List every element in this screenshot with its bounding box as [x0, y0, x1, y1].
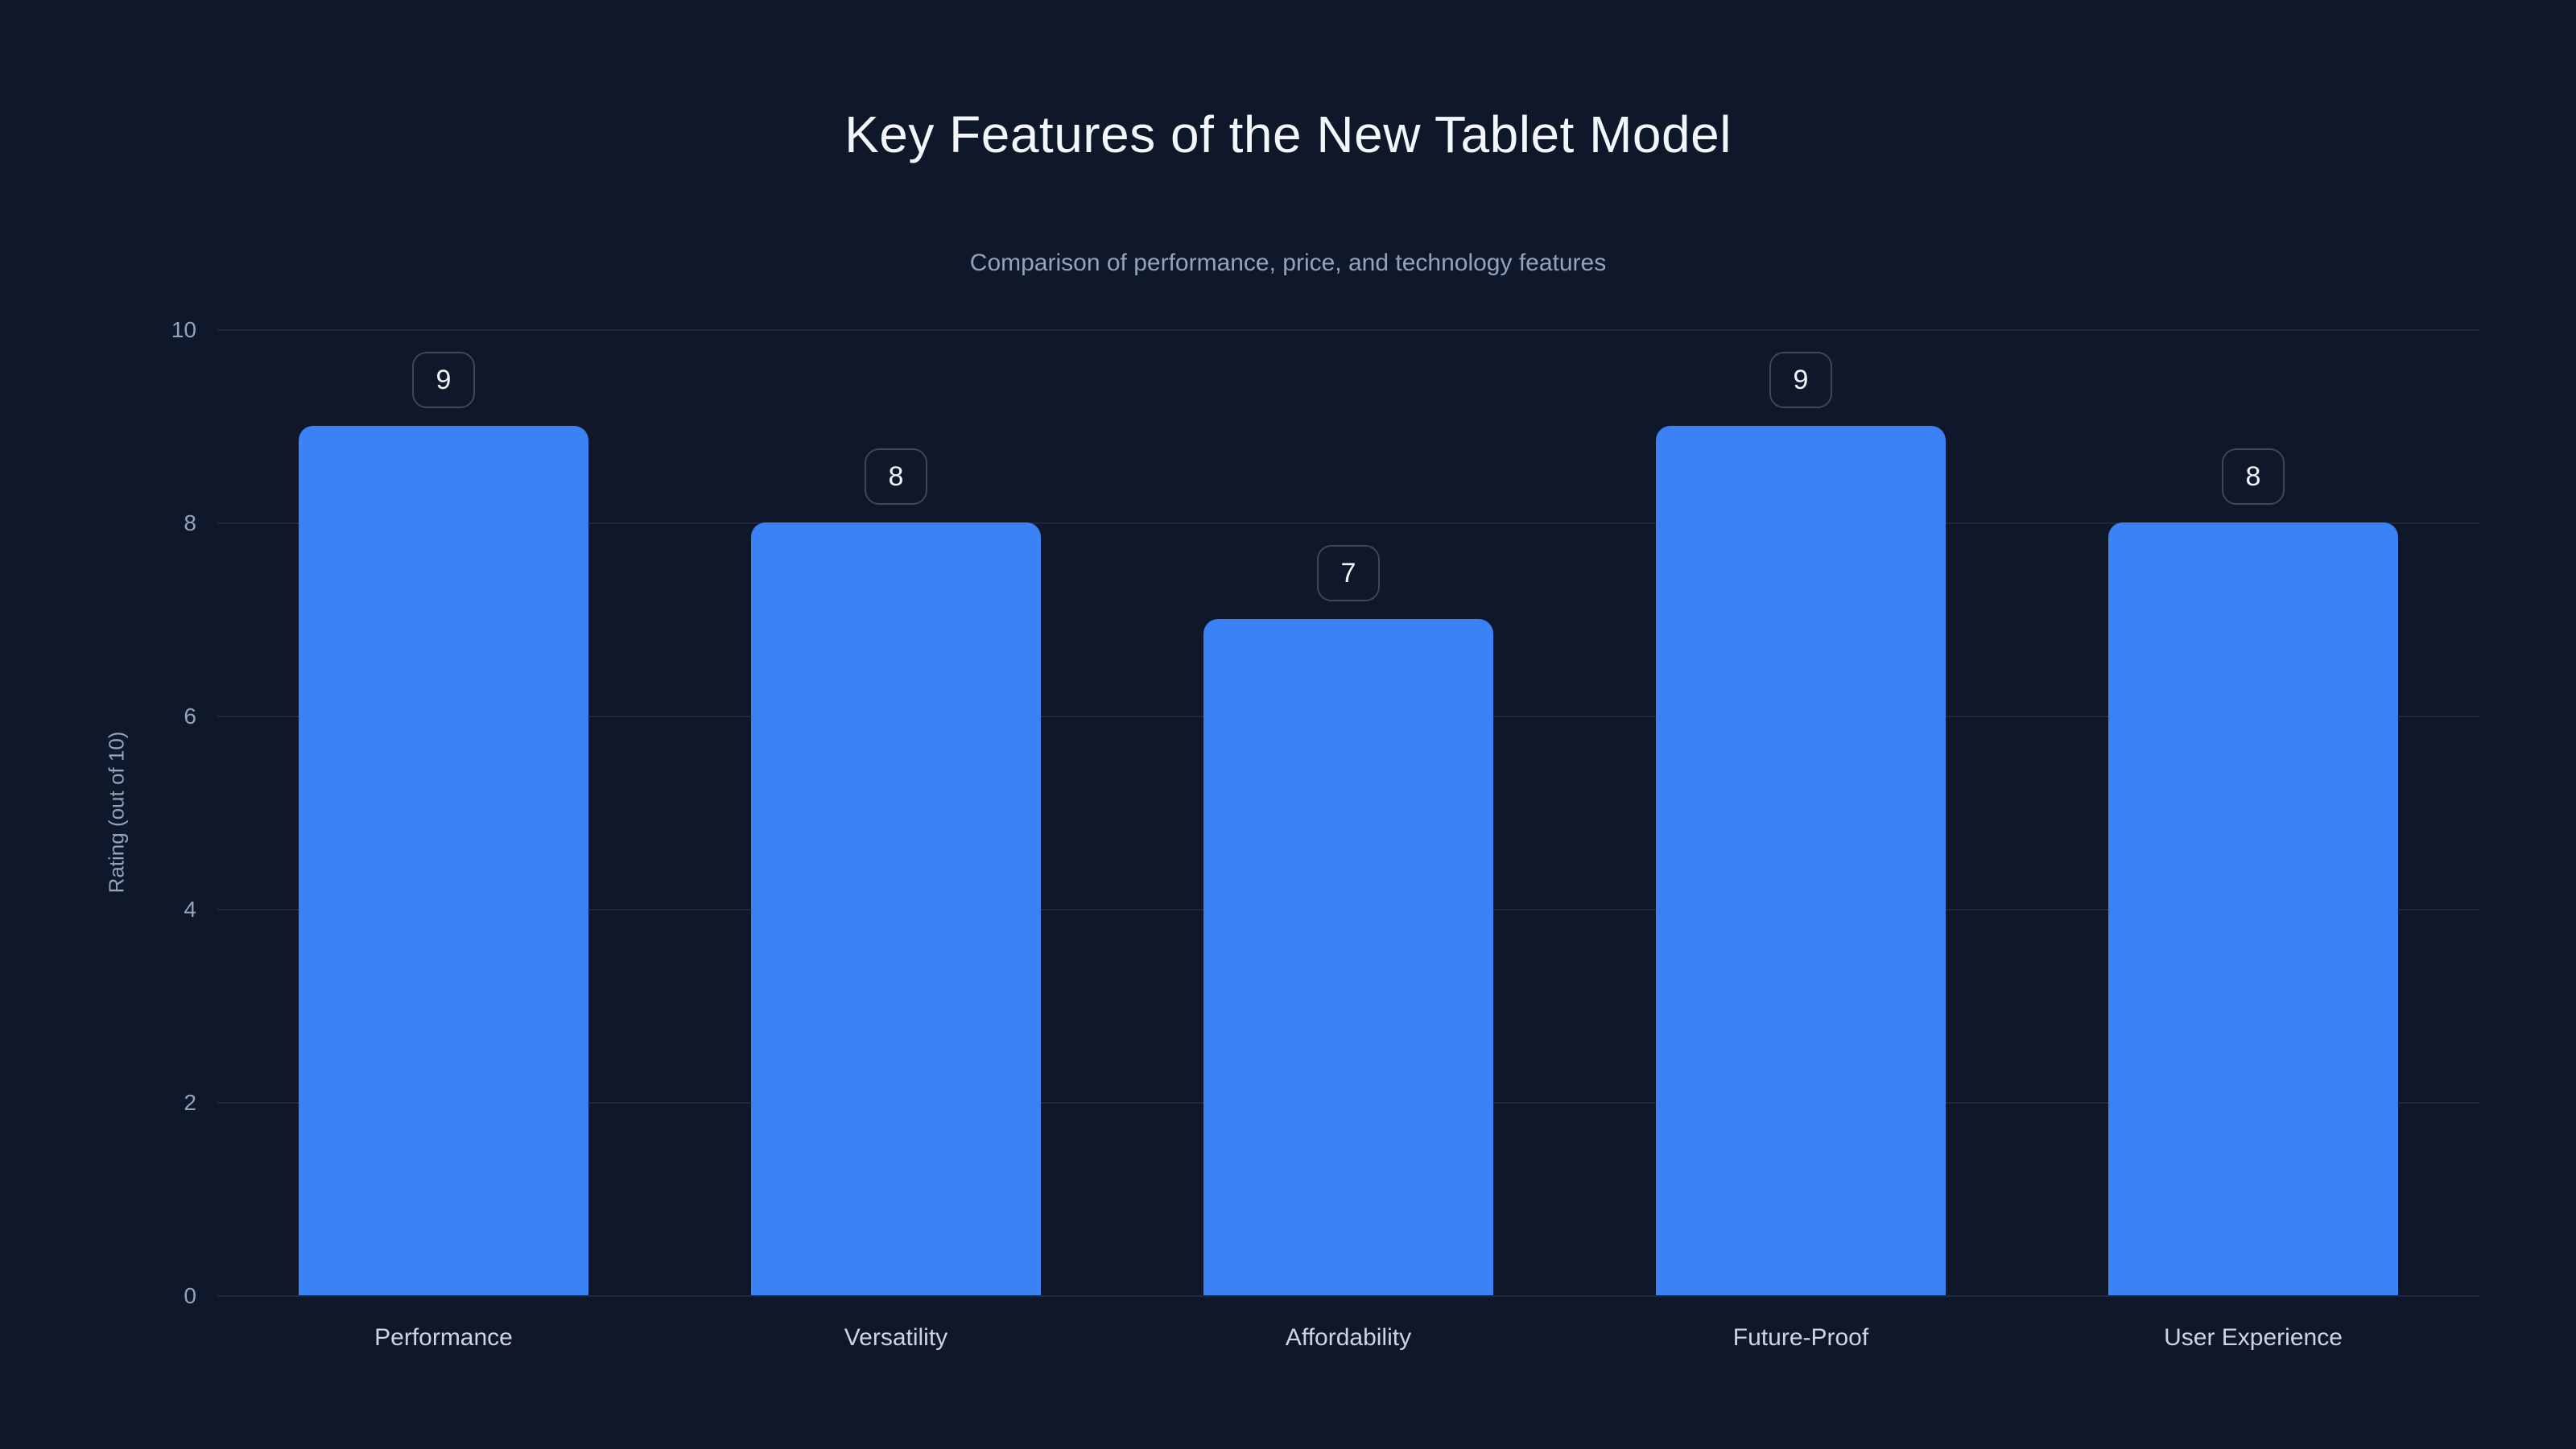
y-axis-title: Rating (out of 10): [104, 731, 129, 894]
gridline-y-0: [217, 1295, 2479, 1297]
bar-user-experience: [2108, 522, 2398, 1295]
y-tick-label-10: 10: [171, 317, 196, 342]
y-tick-label-0: 0: [184, 1283, 196, 1308]
bar-affordability: [1203, 619, 1493, 1295]
bar-performance: [299, 426, 588, 1295]
plot-area: 0 2 4 6 8 10 9 Performance 8 Versatility 7 Affordab…: [171, 317, 2479, 1351]
gridline-y-8: [217, 522, 2479, 524]
x-tick-label-future-proof: Future-Proof: [1732, 1324, 1869, 1351]
x-tick-label-affordability: Affordability: [1285, 1324, 1412, 1351]
value-badge-performance: 9: [412, 352, 475, 408]
y-tick-label-6: 6: [184, 704, 196, 729]
x-tick-label-versatility: Versatility: [844, 1324, 948, 1351]
x-tick-label-user-experience: User Experience: [2164, 1324, 2343, 1351]
value-badge-future-proof: 9: [1769, 352, 1832, 408]
bar-versatility: [751, 522, 1041, 1295]
value-badge-affordability: 7: [1317, 545, 1380, 601]
bar-future-proof: [1656, 426, 1946, 1295]
x-tick-label-performance: Performance: [374, 1324, 513, 1351]
chart-subtitle: Comparison of performance, price, and te…: [969, 250, 1607, 276]
y-tick-label-2: 2: [184, 1090, 196, 1115]
y-tick-label-4: 4: [184, 897, 196, 922]
value-badge-user-experience: 8: [2222, 448, 2285, 505]
gridline-y-10: [217, 329, 2479, 331]
y-tick-label-8: 8: [184, 510, 196, 535]
chart-title: Key Features of the New Tablet Model: [844, 105, 1732, 163]
value-badge-versatility: 8: [865, 448, 927, 505]
